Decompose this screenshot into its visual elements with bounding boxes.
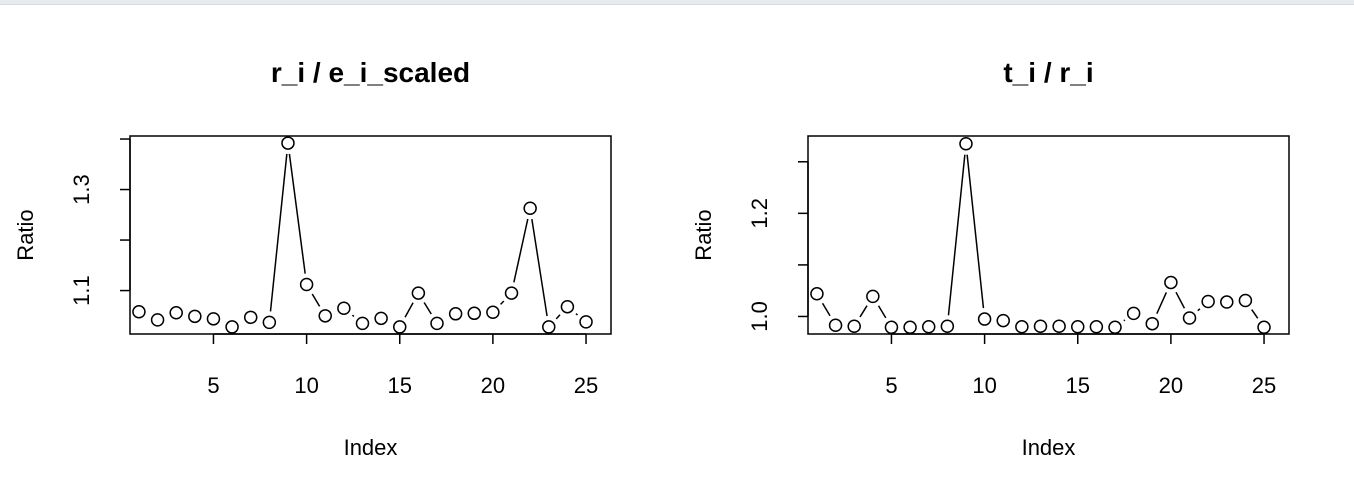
y-axis-label: Ratio [691,209,716,260]
x-tick-label: 5 [207,373,219,398]
data-point [940,319,955,334]
data-point [411,286,426,300]
data-point [810,287,824,301]
series-segment [404,302,414,318]
data-point [206,312,221,326]
series-segment [351,314,355,318]
data-point [903,320,917,335]
chart-1: r_i / e_i_scaled 5 10 15 20 25 1.1 1.3 Index Rati… [13,57,612,460]
x-tick-label: 5 [885,373,897,398]
series-segment [575,313,578,316]
data-point [262,315,277,330]
data-point [225,320,239,334]
x-tick-label: 15 [388,373,412,398]
data-point [1126,306,1141,321]
series-segment [821,302,831,317]
series-segment [531,218,548,317]
series-segment [877,305,887,319]
data-point [1182,311,1197,325]
data-point [1220,295,1234,309]
data-point [1145,316,1160,331]
data-point [337,301,351,315]
data-point [1108,320,1122,335]
data-point [1033,319,1048,334]
chart-title: r_i / e_i_scaled [271,57,470,88]
data-point [430,316,444,331]
chart-2: t_i / r_i 5 10 15 20 25 1.0 1.2 Index Ratio [691,57,1290,460]
data-point [1257,320,1271,335]
y-axis-label: Ratio [13,209,38,260]
data-point [448,307,463,321]
series-segment [500,300,505,305]
data-point [243,310,258,325]
data-point [560,299,575,314]
series-segment [1251,309,1259,319]
data-point [1070,320,1085,334]
x-axis-label: Index [344,435,398,460]
x-tick-label: 10 [294,373,318,398]
x-tick-label: 25 [1252,373,1276,398]
data-point [355,316,370,331]
data-point [392,320,407,334]
y-tick-label: 1.0 [747,301,772,332]
data-point [132,305,146,319]
data-point [1238,293,1253,308]
series-segment [513,218,529,283]
y-tick-label: 1.3 [69,174,94,205]
top-bar [0,0,1354,5]
series-segment [288,153,306,274]
data-point [1052,319,1066,334]
series-segment [966,154,985,309]
data-point [318,309,332,323]
plot-frame [129,135,612,335]
data-point [504,286,519,300]
x-axis-label: Index [1022,435,1076,460]
series-segment [1156,292,1168,314]
series-segment [269,153,288,312]
series-segment [947,154,966,316]
chart-title: t_i / r_i [1003,57,1093,88]
data-point [299,277,314,292]
series-segment [555,314,561,320]
data-point [374,311,388,326]
data-point [847,319,861,334]
data-point [828,318,843,332]
y-tick-label: 1.1 [69,275,94,306]
data-point [281,136,295,150]
data-point [579,315,593,329]
data-point [866,289,880,304]
series-segment [423,302,432,315]
data-point [1201,294,1215,309]
x-tick-label: 25 [574,373,598,398]
data-point [467,306,482,321]
plot-frame [807,135,1290,335]
series-segment [1197,308,1201,312]
data-point [996,313,1010,328]
x-tick-label: 15 [1066,373,1090,398]
series-segment [1175,291,1186,309]
data-point [1089,320,1104,334]
data-point [1015,320,1029,334]
data-point [169,306,183,320]
data-point [486,305,500,320]
data-point [150,313,165,327]
series-segment [1123,319,1126,322]
data-point [921,320,936,334]
x-tick-label: 20 [1159,373,1183,398]
y-tick-label: 1.2 [747,198,772,229]
x-tick-label: 10 [972,373,996,398]
series-segment [311,293,321,307]
data-point [523,201,537,215]
x-tick-label: 20 [481,373,505,398]
series-segment [859,305,868,318]
data-point [959,136,973,151]
data-point [188,309,202,324]
data-point [542,320,556,334]
data-point [977,312,992,326]
data-point [1164,275,1178,290]
data-point [884,320,899,335]
